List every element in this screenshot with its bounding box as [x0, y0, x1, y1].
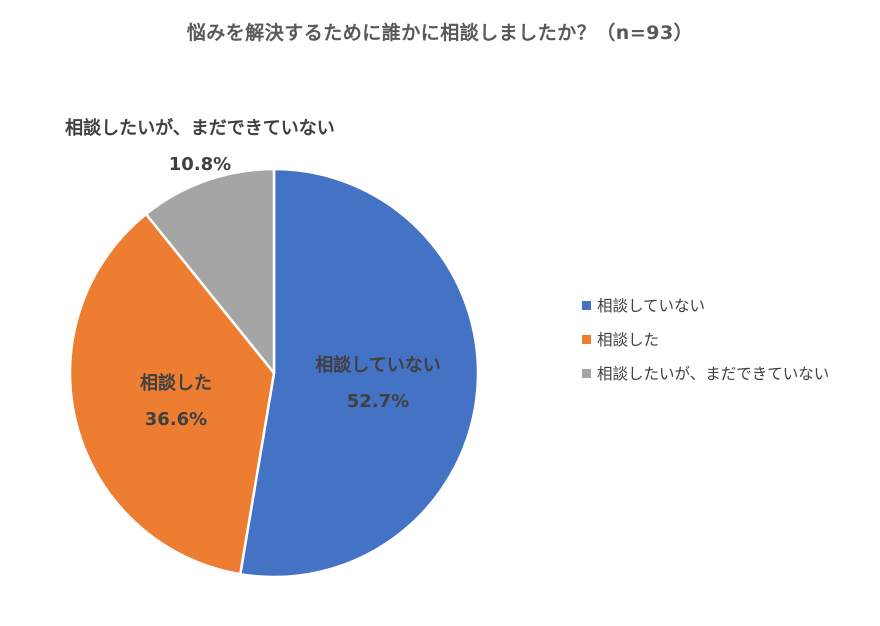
- slice-value-label-0: 52.7%: [347, 391, 409, 412]
- legend-item-0: 相談していない: [582, 288, 829, 322]
- legend-swatch-1: [582, 334, 591, 344]
- pie-slice-1: [68, 212, 276, 576]
- pie-slice-0: [238, 167, 480, 579]
- slice-name-label-1: 相談した: [140, 372, 212, 394]
- legend-label-2: 相談したいが、まだできていない: [597, 365, 830, 383]
- slice-value-label-2: 10.8%: [169, 154, 231, 175]
- slice-name-label-0: 相談していない: [315, 354, 440, 376]
- pie-slices: [68, 167, 480, 579]
- legend-item-1: 相談した: [582, 322, 829, 356]
- slice-value-label-1: 36.6%: [145, 409, 207, 430]
- slice-name-label-2: 相談したいが、まだできていない: [65, 117, 335, 139]
- pie-slice-2: [144, 167, 276, 375]
- chart-title: 悩みを解決するために誰かに相談しましたか？（n=93）: [186, 22, 694, 44]
- legend-label-0: 相談していない: [597, 297, 706, 315]
- legend-swatch-0: [582, 300, 591, 310]
- legend-item-2: 相談したいが、まだできていない: [582, 356, 829, 390]
- legend-label-1: 相談した: [597, 331, 660, 349]
- legend-swatch-2: [582, 368, 591, 378]
- pie-labels: 相談していない 52.7% 相談した 36.6% 相談したいが、まだできていない…: [65, 117, 441, 430]
- legend: 相談していない 相談した 相談したいが、まだできていない: [582, 288, 829, 390]
